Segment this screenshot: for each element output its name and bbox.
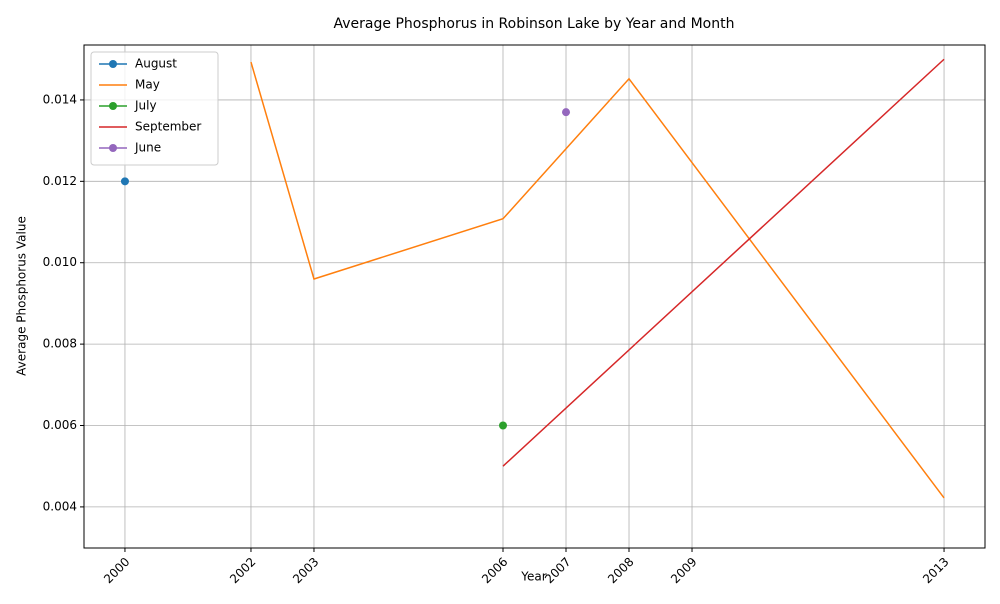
chart-title: Average Phosphorus in Robinson Lake by Y… <box>334 16 735 32</box>
x-tick-label: 2009 <box>668 555 699 586</box>
y-tick-label: 0.004 <box>43 499 77 513</box>
legend-marker <box>109 60 117 68</box>
x-tick-label: 2003 <box>290 555 321 586</box>
legend-label: August <box>135 57 177 71</box>
legend-label: June <box>134 141 161 155</box>
x-tick-label: 2006 <box>479 555 510 586</box>
y-tick-label: 0.012 <box>43 174 77 188</box>
series-line <box>250 61 945 499</box>
point <box>562 108 571 117</box>
y-tick-label: 0.010 <box>43 255 77 269</box>
legend-label: September <box>135 120 201 134</box>
legend-label: July <box>134 99 157 113</box>
x-tick-label: 2007 <box>542 555 573 586</box>
y-tick-label: 0.008 <box>43 337 77 351</box>
point <box>120 177 129 186</box>
y-tick-label: 0.006 <box>43 418 77 432</box>
x-axis-label: Year <box>520 570 546 584</box>
x-tick-label: 2000 <box>101 555 132 586</box>
y-tick-label: 0.014 <box>43 92 77 106</box>
x-tick-label: 2008 <box>605 555 636 586</box>
y-axis-label: Average Phosphorus Value <box>15 216 29 376</box>
series-line <box>502 58 945 467</box>
x-tick-label: 2002 <box>227 555 258 586</box>
legend-box <box>90 51 219 166</box>
plot-frame <box>83 44 986 549</box>
point <box>498 421 507 430</box>
legend-label: May <box>135 78 160 92</box>
legend-marker <box>109 144 117 152</box>
legend-marker <box>109 102 117 110</box>
x-tick-label: 2013 <box>920 555 951 586</box>
